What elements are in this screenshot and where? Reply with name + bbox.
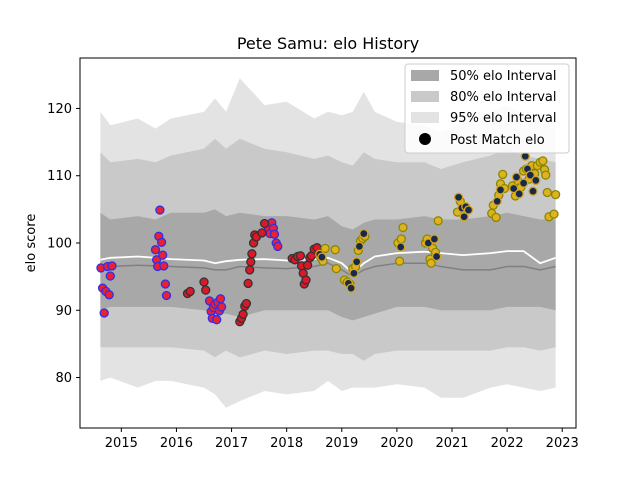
point-red-1 [185,286,195,297]
legend-swatch-95 [411,112,439,123]
point-yellow-15 [394,256,405,266]
point-navy-27 [531,175,541,186]
point-red-8 [241,298,252,309]
point-blue-12 [155,205,165,215]
point-red-16 [257,228,267,238]
point-navy-7 [359,228,369,239]
point-navy-21 [514,189,524,199]
point-navy-19 [509,183,519,194]
legend-label-80: 80% elo Interval [450,90,557,105]
x-tick-label-2017: 2017 [215,436,248,451]
legend-label-95: 95% elo Interval [450,111,557,126]
point-navy-11 [431,251,442,262]
legend-label-post-match: Post Match elo [450,133,545,148]
point-navy-5 [352,257,362,267]
point-blue-32 [269,229,280,239]
point-yellow-32 [498,169,508,180]
point-navy-25 [525,170,535,180]
point-blue-2 [99,308,109,318]
point-navy-17 [492,196,502,206]
legend-box [404,63,570,154]
point-yellow-50 [549,209,559,219]
legend-swatch-80 [411,91,439,102]
x-tick-label-2016: 2016 [160,436,193,451]
point-navy-4 [349,268,359,278]
y-axis-title: elo score [24,214,39,273]
point-navy-3 [346,283,356,293]
x-tick-label-2023: 2023 [546,436,579,451]
y-tick-label-100: 100 [47,237,72,252]
point-navy-18 [495,185,506,195]
point-blue-26 [215,294,226,304]
point-red-9 [243,278,253,289]
y-tick-label-80: 80 [55,371,72,386]
mean-line [100,250,556,275]
point-yellow-4 [331,263,341,274]
x-tick-label-2021: 2021 [435,436,468,451]
chart-legend: 50% elo Interval 80% elo Interval 95% el… [404,63,570,154]
point-yellow-16 [396,234,406,244]
post-match-points [96,151,561,327]
point-navy-20 [511,172,522,182]
point-yellow-48 [542,187,552,198]
point-red-21 [295,251,306,261]
point-yellow-17 [398,222,408,233]
point-navy-14 [459,212,469,222]
x-axis: 2015 2016 2017 2018 2019 2020 2021 2022 2023 [105,428,579,451]
band-50 [100,209,556,321]
point-red-3 [201,285,211,295]
legend-marker-post-match [419,133,431,145]
point-yellow-47 [541,170,551,180]
x-tick-label-2015: 2015 [105,436,138,451]
point-navy-12 [453,192,464,202]
point-red-17 [259,218,270,229]
point-blue-27 [216,302,227,312]
point-red-6 [238,309,248,319]
legend-label-50: 50% elo Interval [450,69,557,84]
point-red-12 [247,249,257,259]
x-tick-label-2018: 2018 [270,436,303,451]
y-tick-label-110: 110 [47,169,72,184]
y-axis: 80 90 100 110 120 [47,102,80,386]
point-blue-8 [150,245,161,255]
point-yellow-29 [491,212,501,223]
point-yellow-21 [426,258,436,268]
point-yellow-24 [433,216,443,226]
chart-title: Pete Samu: elo History [237,34,419,53]
point-blue-17 [161,290,172,301]
point-navy-22 [518,178,529,188]
point-blue-34 [273,241,283,252]
point-navy-26 [528,186,538,196]
point-navy-1 [317,252,327,262]
y-tick-label-90: 90 [55,304,72,319]
point-red-10 [245,265,255,275]
x-tick-label-2020: 2020 [380,436,413,451]
point-red-25 [301,275,311,285]
point-blue-23 [212,315,222,325]
point-navy-6 [354,241,365,252]
point-blue-7 [107,261,117,271]
point-red-2 [199,277,209,287]
point-yellow-3 [330,245,340,255]
point-blue-16 [160,279,171,289]
y-tick-label-120: 120 [47,102,72,117]
point-blue-13 [156,237,167,247]
point-blue-14 [158,250,168,260]
point-blue-6 [105,271,115,281]
point-yellow-51 [550,189,561,200]
legend-swatch-50 [411,70,439,81]
point-navy-16 [463,205,474,215]
point-blue-5 [104,290,114,300]
x-tick-label-2019: 2019 [325,436,358,451]
point-red-11 [246,257,256,267]
point-yellow-2 [320,243,330,254]
x-tick-label-2022: 2022 [491,436,524,451]
point-blue-15 [159,261,169,271]
point-yellow-45 [538,156,548,166]
point-navy-8 [396,242,406,252]
point-navy-10 [429,234,440,244]
